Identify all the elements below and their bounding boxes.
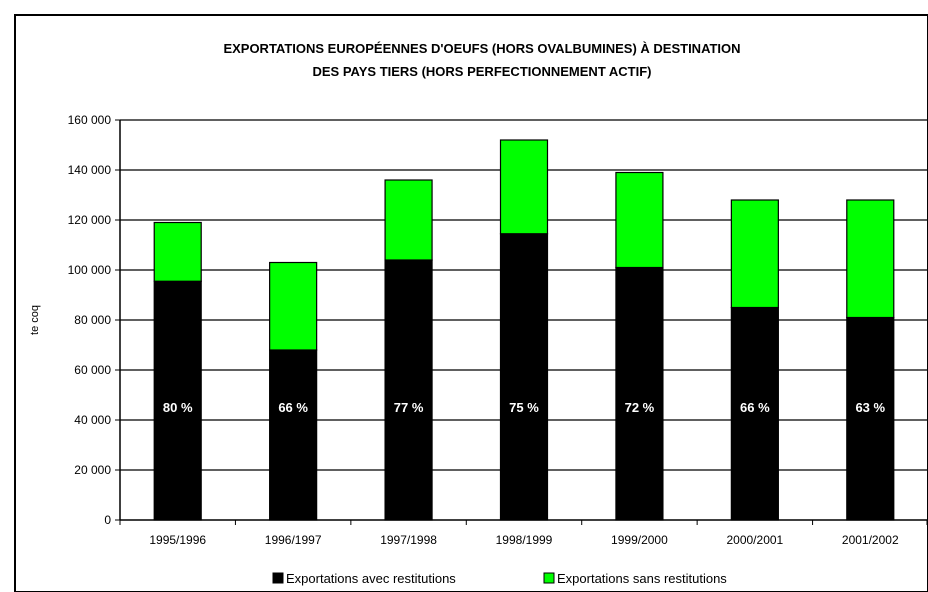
data-labels: 80 % 66 % 77 % 75 % 72 % 66 % 63 %: [163, 400, 886, 415]
legend-label-avec: Exportations avec restitutions: [286, 571, 456, 586]
x-tick-label: 1999/2000: [611, 533, 668, 547]
bar-segment-sans-restitutions: [153, 221, 202, 282]
bar-segment-sans-restitutions: [846, 199, 895, 319]
x-tick-label: 1996/1997: [265, 533, 322, 547]
bar-percent-label: 66 %: [278, 400, 308, 415]
bar-segment-avec-restitutions: [615, 266, 664, 521]
y-tick-label: 120 000: [68, 213, 112, 227]
y-tick-label: 100 000: [68, 263, 112, 277]
y-tick-label: 160 000: [68, 113, 112, 127]
y-tick-label: 40 000: [74, 413, 111, 427]
chart-title-line-1: EXPORTATIONS EUROPÉENNES D'OEUFS (HORS O…: [223, 41, 740, 56]
bar-segment-avec-restitutions: [269, 349, 318, 521]
chart-frame: [14, 14, 928, 592]
bar-percent-label: 63 %: [855, 400, 885, 415]
bar-percent-label: 66 %: [740, 400, 770, 415]
legend-swatch-sans: [543, 572, 555, 584]
y-axis-label: te coq: [29, 305, 41, 335]
bars: [153, 139, 895, 521]
bar-segment-sans-restitutions: [269, 261, 318, 351]
legend-swatch-avec: [272, 572, 284, 584]
y-tick-label: 60 000: [74, 363, 111, 377]
bar-segment-avec-restitutions: [499, 233, 549, 521]
x-tick-label: 2000/2001: [726, 533, 783, 547]
bar-segment-sans-restitutions: [615, 171, 664, 269]
bar-segment-avec-restitutions: [730, 306, 779, 521]
x-tick-label: 1998/1999: [496, 533, 553, 547]
x-tick-label: 1997/1998: [380, 533, 437, 547]
x-tick-label: 2001/2002: [842, 533, 899, 547]
bar-percent-label: 72 %: [625, 400, 655, 415]
bar-segment-avec-restitutions: [384, 259, 433, 521]
bar-segment-sans-restitutions: [384, 179, 433, 261]
bar-percent-label: 77 %: [394, 400, 424, 415]
x-tick-label: 1995/1996: [149, 533, 206, 547]
bar-segment-sans-restitutions: [730, 199, 779, 309]
bar-segment-sans-restitutions: [499, 139, 549, 235]
bar-percent-label: 80 %: [163, 400, 193, 415]
axes: 0 20 000 40 000 60 000 80 000 100 000 120 000 1…: [68, 113, 928, 547]
legend-label-sans: Exportations sans restitutions: [557, 571, 727, 586]
y-tick-label: 80 000: [74, 313, 111, 327]
chart-title-line-2: DES PAYS TIERS (HORS PERFECTIONNEMENT AC…: [313, 64, 652, 79]
y-tick-label: 20 000: [74, 463, 111, 477]
y-tick-label: 0: [104, 513, 111, 527]
bar-segment-avec-restitutions: [846, 316, 895, 521]
bar-segment-avec-restitutions: [153, 280, 202, 521]
bar-percent-label: 75 %: [509, 400, 539, 415]
y-tick-label: 140 000: [68, 163, 112, 177]
legend: Exportations avec restitutions Exportati…: [272, 571, 727, 586]
